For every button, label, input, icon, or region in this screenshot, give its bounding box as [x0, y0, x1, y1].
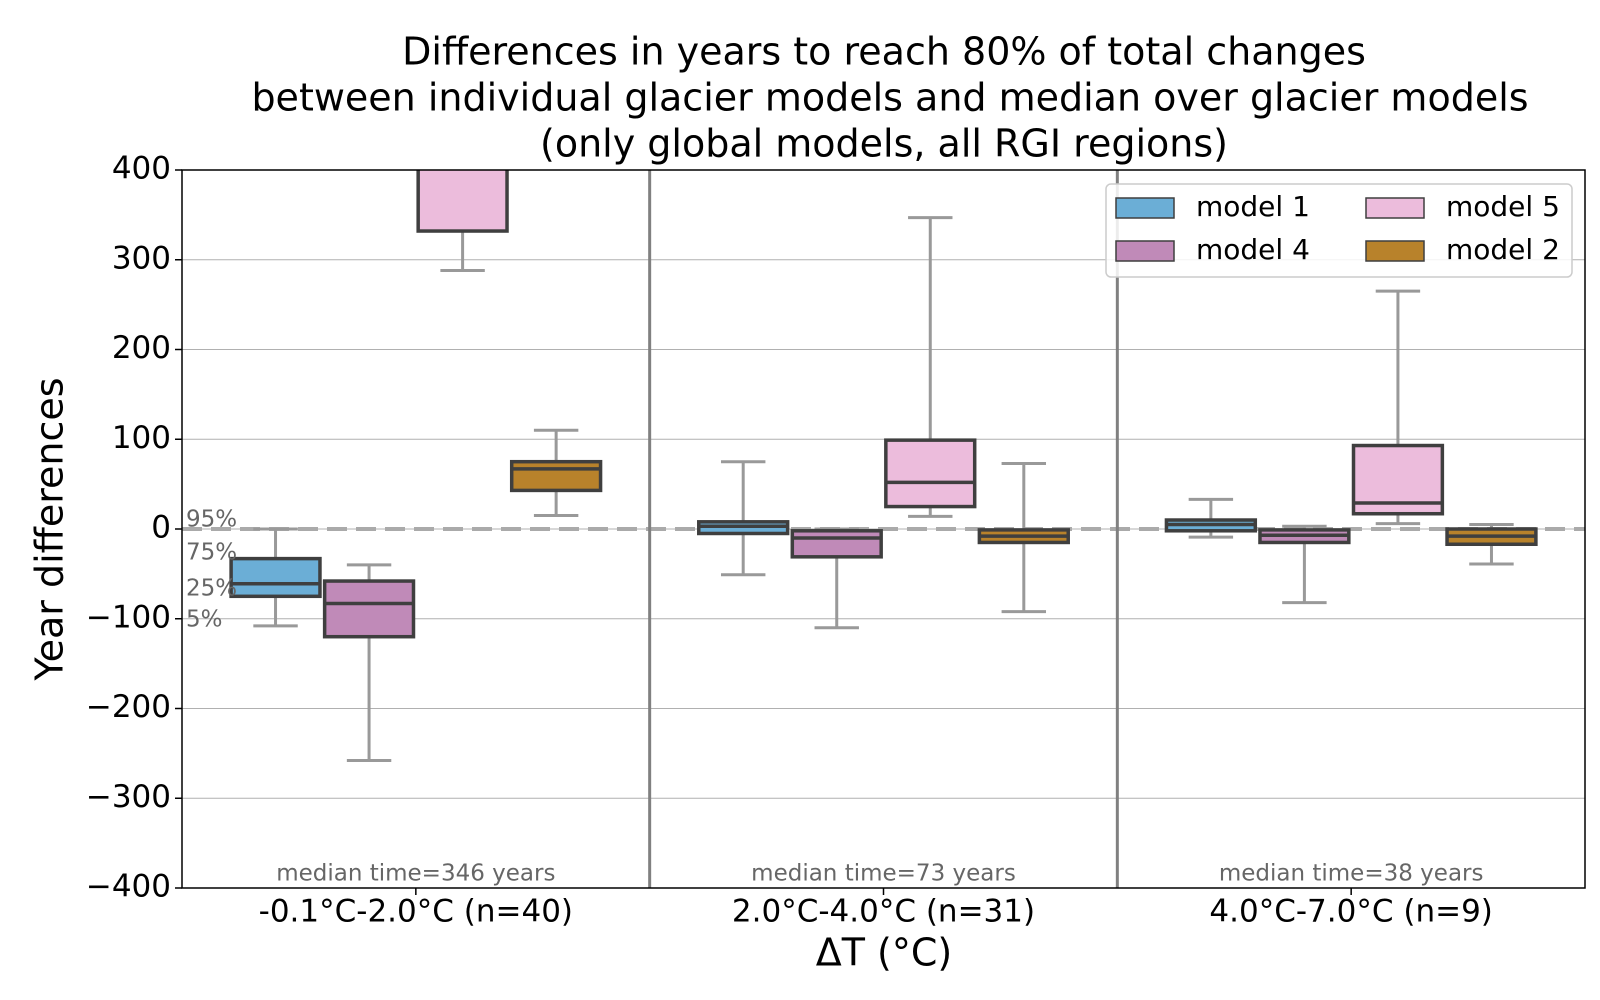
y-tick-label: 100: [112, 420, 171, 456]
box: [509, 459, 603, 493]
x-tick-label: 4.0°C-7.0°C (n=9): [1209, 894, 1492, 930]
y-tick-label: 300: [112, 240, 171, 276]
y-tick-label: 0: [151, 510, 171, 546]
y-tick-label: −400: [86, 869, 171, 905]
y-tick-label: −100: [86, 599, 171, 635]
y-axis-label: Year differences: [28, 377, 72, 681]
legend-label: model 2: [1446, 233, 1560, 266]
plot-frame: [181, 169, 1586, 889]
group-annotation: median time=73 years: [751, 861, 1016, 887]
y-tick-label: 400: [112, 151, 171, 187]
group-annotation: median time=346 years: [276, 861, 555, 887]
x-axis-label: ΔT (°C): [816, 931, 952, 975]
chart-title: (only global models, all RGI regions): [540, 122, 1228, 166]
box: [229, 556, 322, 599]
box: [416, 170, 509, 233]
legend-swatch: [1115, 197, 1175, 219]
legend-swatch: [1365, 240, 1425, 262]
y-tick-label: −200: [86, 689, 171, 725]
legend-label: model 5: [1446, 190, 1560, 223]
legend-swatch: [1115, 240, 1175, 262]
chart-title: between individual glacier models and me…: [251, 76, 1528, 120]
box: [884, 438, 977, 509]
boxes: [229, 170, 1538, 763]
y-tick-label: −300: [86, 779, 171, 815]
chart-title: Differences in years to reach 80% of tot…: [402, 30, 1366, 74]
percentile-label: 5%: [186, 607, 223, 633]
y-tick-label: 200: [112, 330, 171, 366]
x-tick-label: 2.0°C-4.0°C (n=31): [732, 894, 1035, 930]
legend-swatch: [1365, 197, 1425, 219]
box: [790, 529, 883, 559]
legend-label: model 1: [1196, 190, 1310, 223]
legend-label: model 4: [1196, 233, 1310, 266]
legend-frame: [1105, 183, 1573, 278]
box: [322, 579, 416, 639]
percentile-label: 25%: [186, 576, 237, 602]
percentile-label: 75%: [186, 540, 237, 566]
percentile-label: 95%: [186, 507, 237, 533]
group-annotation: median time=38 years: [1219, 861, 1484, 887]
x-tick-label: -0.1°C-2.0°C (n=40): [259, 894, 573, 930]
